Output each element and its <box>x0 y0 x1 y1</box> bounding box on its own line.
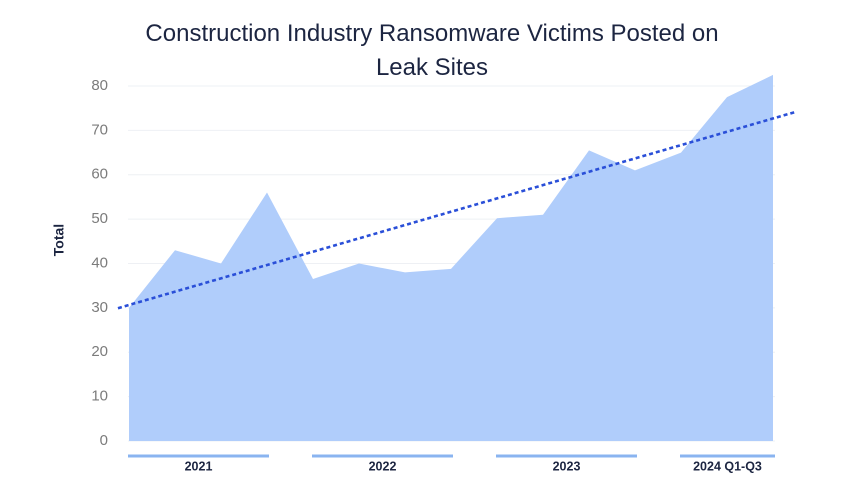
y-tick-label: 80 <box>91 77 108 94</box>
y-tick-label: 60 <box>91 166 108 183</box>
y-axis-label: Total <box>51 224 67 256</box>
y-tick-label: 30 <box>91 299 108 316</box>
y-tick-label: 50 <box>91 210 108 227</box>
y-tick-label: 0 <box>100 432 108 449</box>
group-label: 2022 <box>369 459 397 473</box>
group-label: 2021 <box>185 459 213 473</box>
y-tick-label: 10 <box>91 388 108 405</box>
group-label: 2024 Q1-Q3 <box>693 459 762 473</box>
y-tick-label: 40 <box>91 254 108 271</box>
trend-line <box>117 110 796 310</box>
chart-title: Construction Industry Ransomware Victims… <box>145 20 719 81</box>
area <box>129 74 773 441</box>
y-tick-label: 70 <box>91 121 108 138</box>
group-label: 2023 <box>553 459 581 473</box>
y-tick-label: 20 <box>91 343 108 360</box>
